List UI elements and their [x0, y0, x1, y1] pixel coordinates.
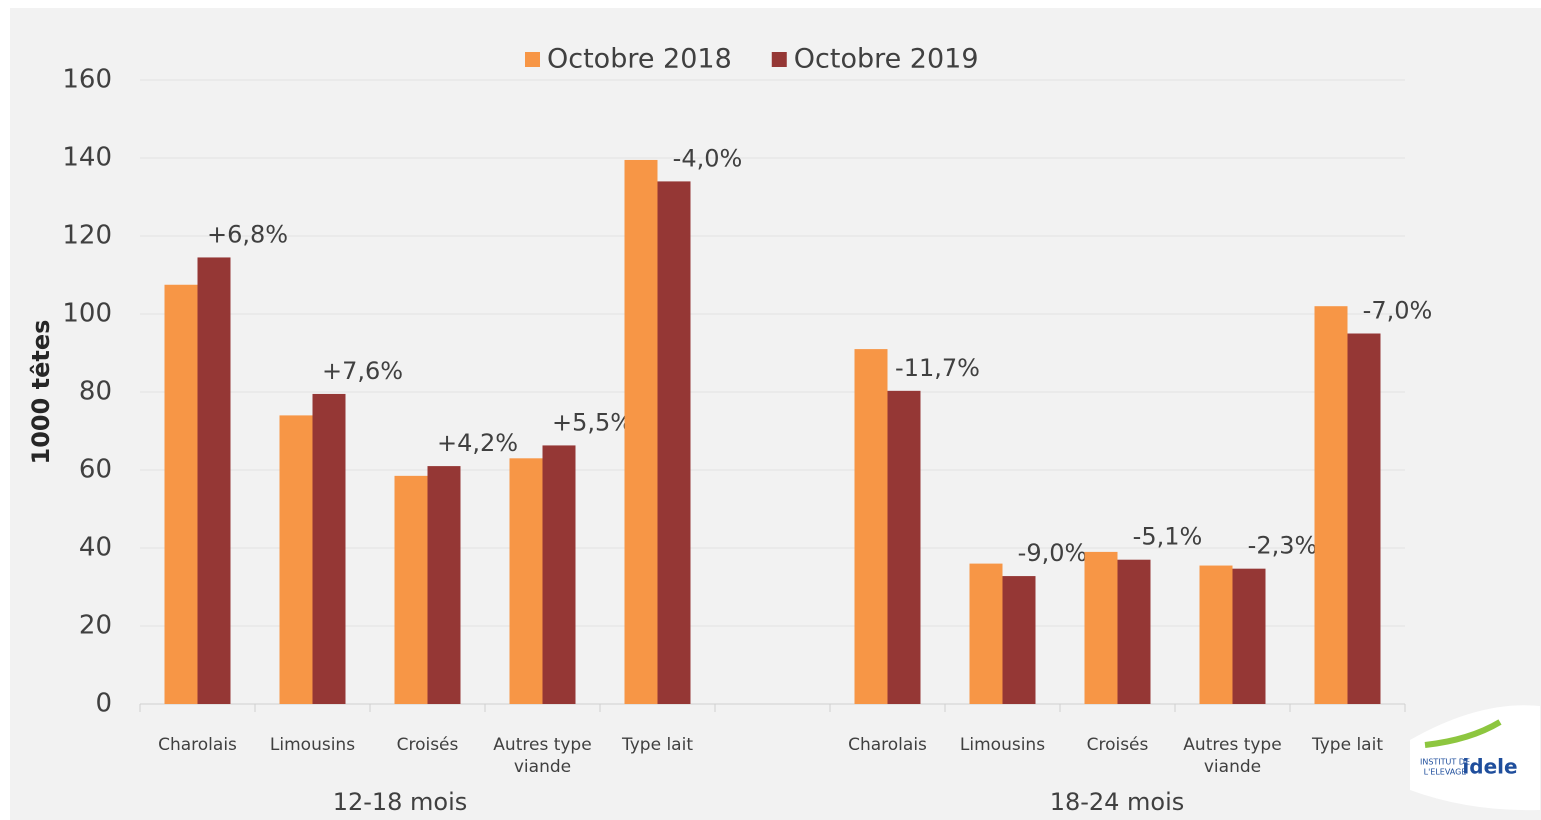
bar: [279, 415, 313, 704]
bar: [854, 349, 888, 704]
bar: [1314, 306, 1348, 704]
bar: [1117, 559, 1151, 704]
change-label: -7,0%: [1363, 297, 1433, 325]
chart-background: [10, 8, 1541, 820]
group-label: 12-18 mois: [333, 788, 468, 816]
bar: [164, 284, 198, 704]
y-tick-label: 20: [79, 611, 112, 641]
change-label: +6,8%: [207, 220, 288, 248]
y-tick-label: 40: [79, 533, 112, 563]
x-tick-label: Limousins: [269, 735, 356, 755]
bar: [509, 458, 543, 704]
legend-label: Octobre 2018: [547, 44, 732, 75]
y-tick-label: 0: [95, 689, 112, 719]
bar: [1084, 551, 1118, 704]
y-tick-label: 140: [62, 143, 112, 173]
y-axis-label: 1000 têtes: [27, 320, 55, 465]
legend-swatch: [525, 52, 540, 67]
x-tick-label: Limousins: [959, 735, 1046, 755]
change-label: -11,7%: [895, 354, 980, 382]
y-tick-label: 100: [62, 299, 112, 329]
bar: [657, 181, 691, 704]
change-label: -4,0%: [673, 144, 743, 172]
logo-text: INSTITUT DE: [1420, 758, 1470, 767]
bar: [624, 159, 658, 704]
y-tick-label: 60: [79, 455, 112, 485]
legend-label: Octobre 2019: [794, 44, 979, 75]
x-tick-label: Croisés: [1086, 735, 1149, 755]
group-label: 18-24 mois: [1050, 788, 1185, 816]
x-tick-label: Autres type viande: [493, 735, 592, 777]
x-tick-label: Autres type viande: [1183, 735, 1282, 777]
x-tick-label: Type lait: [622, 735, 693, 755]
bar: [1002, 576, 1036, 704]
change-label: -2,3%: [1248, 532, 1318, 560]
change-label: +5,5%: [552, 408, 633, 436]
change-label: +4,2%: [437, 429, 518, 457]
y-tick-label: 80: [79, 377, 112, 407]
logo-text: L'ELEVAGE: [1424, 768, 1467, 777]
bar: [1232, 568, 1266, 704]
logo-swoosh: [1424, 719, 1502, 748]
y-tick-label: 160: [62, 65, 112, 95]
x-tick-label: Croisés: [396, 735, 459, 755]
bar: [542, 445, 576, 704]
x-tick-label: Type lait: [1312, 735, 1383, 755]
x-tick-label: Charolais: [848, 735, 927, 755]
bar: [1199, 565, 1233, 704]
change-label: +7,6%: [322, 357, 403, 385]
logo-background: [1410, 705, 1540, 811]
logo-brand: idele: [1462, 755, 1517, 779]
bar: [1347, 333, 1381, 704]
bar: [969, 563, 1003, 704]
y-tick-label: 120: [62, 221, 112, 251]
legend-swatch: [771, 52, 787, 67]
bar: [197, 257, 231, 704]
bar: [887, 390, 921, 704]
bar: [394, 475, 428, 704]
bar: [312, 393, 346, 704]
change-label: -9,0%: [1018, 539, 1088, 567]
x-tick-label: Charolais: [158, 735, 237, 755]
change-label: -5,1%: [1133, 523, 1203, 551]
bar: [427, 466, 461, 704]
